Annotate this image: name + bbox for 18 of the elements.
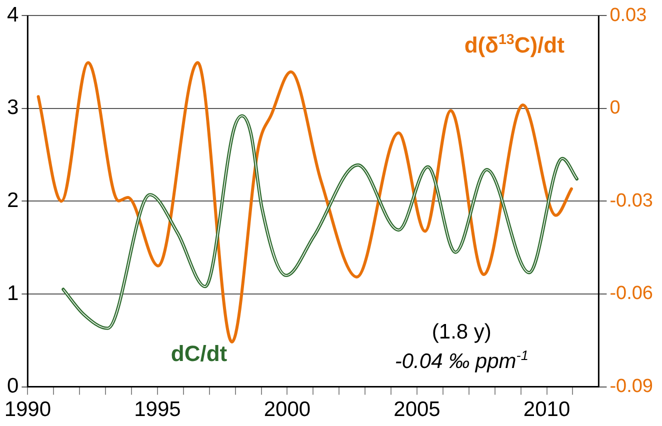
x-tick-label: 2000 — [264, 398, 311, 422]
y-tick-label: 2 — [6, 188, 19, 212]
y2-tick-label: -0.03 — [610, 190, 654, 212]
x-tick-label: 1990 — [4, 398, 52, 422]
y-tick-label: 3 — [6, 96, 19, 120]
x-tick-label: 1995 — [134, 398, 181, 422]
x-tick-label: 2010 — [523, 398, 570, 422]
y2-tick-label: -0.06 — [610, 283, 654, 304]
y-tick-label: 0 — [6, 374, 19, 398]
text: dC/dt — [170, 340, 228, 366]
line-series — [36, 61, 573, 344]
y2-tick-label: 0.03 — [610, 4, 647, 26]
annotation: (1.8 y) — [432, 320, 492, 344]
y2-tick-label: -0.09 — [610, 376, 654, 398]
y-tick-label: 4 — [6, 3, 19, 26]
y2-tick-label: 0 — [610, 98, 620, 119]
x-tick-label: 2005 — [394, 398, 440, 422]
y-tick-label: 1 — [6, 282, 19, 305]
